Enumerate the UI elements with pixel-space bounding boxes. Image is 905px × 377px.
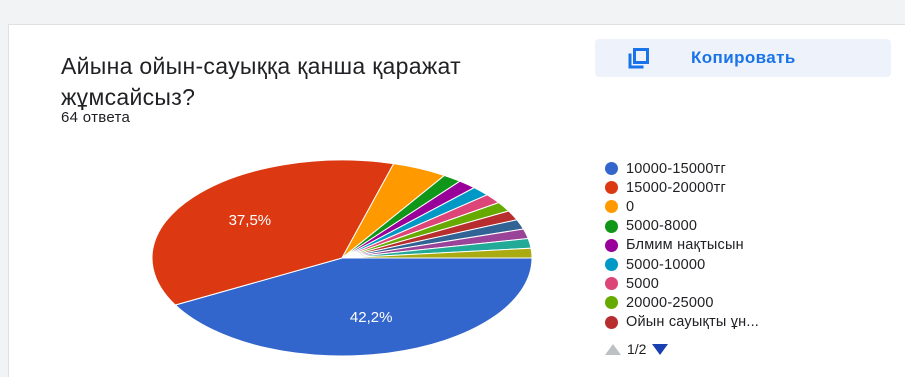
legend-swatch [605, 200, 618, 214]
copy-button[interactable]: Копировать [595, 39, 891, 77]
legend-item: 15000-20000тг [605, 178, 759, 197]
legend-swatch [605, 296, 618, 310]
legend-item: Блмим нақтысын [605, 236, 759, 255]
question-card: Айына ойын-сауыққа қанша қаражат жұмсайс… [8, 24, 905, 377]
legend-swatch [605, 162, 618, 176]
legend-swatch [605, 315, 618, 329]
legend-swatch [605, 219, 618, 233]
pager-up-icon[interactable] [605, 343, 621, 355]
pie-chart: 42,2% 37,5% [151, 159, 533, 357]
legend-pager: 1/2 [605, 341, 669, 357]
question-title: Айына ойын-сауыққа қанша қаражат жұмсайс… [61, 53, 461, 110]
legend-swatch [605, 238, 618, 252]
pie-slice[interactable] [174, 257, 533, 357]
legend-label: 10000-15000тг [626, 160, 727, 177]
legend-label: 0 [626, 198, 635, 215]
legend-label: Ойын сауықты ұн... [626, 314, 760, 331]
legend-item: 5000 [605, 274, 759, 293]
legend-label: 15000-20000тг [626, 179, 727, 196]
legend-item: Ойын сауықты ұн... [605, 313, 759, 332]
pager-label: 1/2 [627, 341, 647, 357]
legend-label: 5000-10000 [626, 256, 706, 273]
slice-data-label: 37,5% [229, 212, 272, 229]
legend-swatch [605, 277, 618, 291]
legend: 10000-15000тг 15000-20000тг 0 5000-8000 Блми… [605, 159, 759, 332]
legend-label: 20000-25000 [626, 294, 714, 311]
legend-item: 10000-15000тг [605, 159, 759, 178]
pager-down-icon[interactable] [652, 343, 669, 355]
pie-slice[interactable] [151, 159, 395, 306]
legend-swatch [605, 258, 618, 272]
legend-label: Блмим нақтысын [626, 237, 744, 254]
slice-data-label: 42,2% [350, 309, 393, 326]
legend-swatch [605, 181, 618, 195]
copy-button-label: Копировать [691, 48, 796, 67]
copy-icon [628, 48, 649, 69]
legend-item: 5000-10000 [605, 255, 759, 274]
pie-slice[interactable] [341, 247, 533, 259]
legend-item: 0 [605, 197, 759, 216]
legend-item: 5000-8000 [605, 217, 759, 236]
response-count: 64 ответа [61, 109, 131, 126]
legend-label: 5000 [626, 275, 660, 292]
legend-item: 20000-25000 [605, 293, 759, 312]
legend-label: 5000-8000 [626, 218, 698, 235]
